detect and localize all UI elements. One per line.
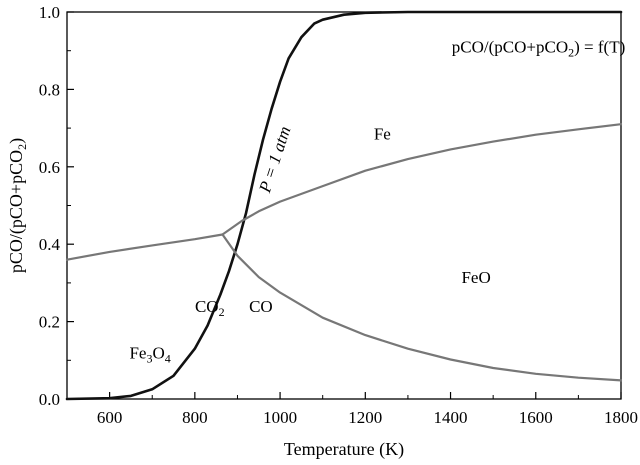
x-tick-label: 600 (97, 408, 123, 427)
equation-annotation-tail: ) = f(T) (574, 38, 625, 57)
x-tick-label: 1600 (519, 408, 553, 427)
tick-marks (66, 11, 622, 400)
region-label-fe3o4-b: O (152, 343, 164, 362)
region-label-feo: FeO (461, 268, 490, 287)
equation-annotation: pCO/(pCO+pCO2) = f(T) (452, 38, 625, 60)
y-tick-label: 0.8 (39, 80, 60, 99)
y-axis-title: pCO/(pCO+pCO2) (6, 138, 29, 273)
y-tick-label: 1.0 (39, 3, 60, 22)
x-axis-title: Temperature (K) (284, 439, 404, 460)
y-tick-label: 0.0 (39, 390, 60, 409)
region-label-co2-sub: 2 (219, 305, 225, 319)
equation-annotation-sub: 2 (568, 46, 574, 60)
region-label-co: CO (249, 297, 273, 316)
region-label-fe3o4-s2: 4 (165, 351, 171, 365)
pressure-annotation: P = 1 atm (255, 124, 294, 196)
series-layer (65, 10, 623, 401)
y-tick-label: 0.2 (39, 313, 60, 332)
y-axis-title-close: ) (6, 138, 27, 144)
region-label-fe3o4-s1: 3 (146, 351, 152, 365)
y-axis-title-sub: 2 (15, 144, 29, 150)
region-label-co2: CO2 (195, 297, 225, 319)
x-tick-label: 1800 (604, 408, 638, 427)
equation-annotation-main: pCO/(pCO+pCO (452, 38, 568, 57)
y-tick-label: 0.4 (39, 235, 61, 254)
region-label-fe3o4: Fe3O4 (129, 343, 170, 365)
series-line-feo-fe (221, 233, 623, 382)
x-tick-label: 1200 (348, 408, 382, 427)
series-line-fe3o4-fe (221, 123, 623, 236)
x-tick-label: 1000 (263, 408, 297, 427)
x-tick-label: 1400 (434, 408, 468, 427)
region-label-fe3o4-a: Fe (129, 343, 146, 362)
series-line-fe3o4-feo (65, 233, 224, 261)
x-tick-label: 800 (182, 408, 208, 427)
y-tick-label: 0.6 (39, 158, 60, 177)
tick-labels: 600 800 1000 1200 1400 1600 1800 0.0 0.2 0.4 0.6 0.… (39, 3, 638, 427)
region-label-co2-main: CO (195, 297, 219, 316)
series-line-boudouard (65, 10, 623, 401)
y-axis-title-main: pCO/(pCO+pCO (6, 150, 27, 273)
plot-frame (66, 11, 622, 400)
region-label-fe: Fe (374, 125, 391, 144)
